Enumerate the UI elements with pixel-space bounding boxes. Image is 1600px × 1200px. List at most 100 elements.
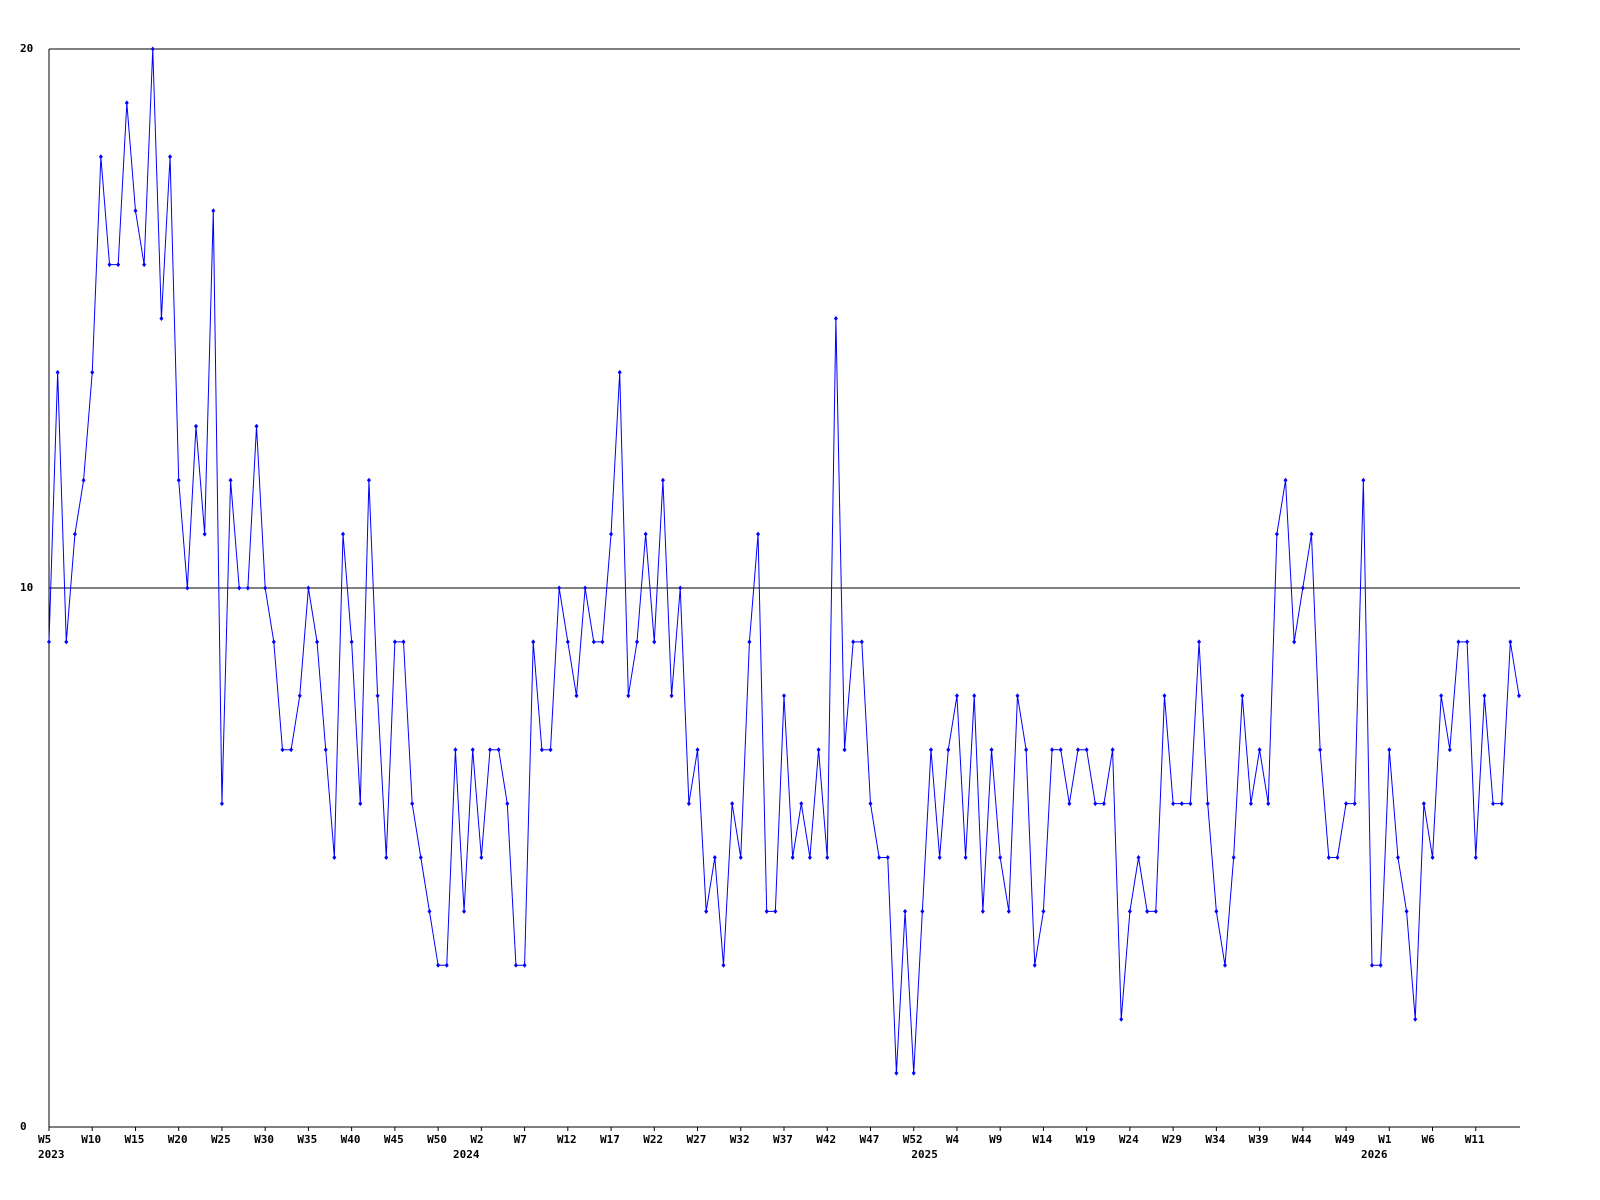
data-point — [470, 747, 475, 753]
data-point — [747, 639, 752, 645]
x-tick-label: W35 — [297, 1133, 317, 1146]
data-point — [548, 747, 553, 753]
data-point — [1309, 531, 1314, 537]
data-point — [306, 585, 311, 591]
data-point — [721, 962, 726, 968]
data-point — [202, 531, 207, 537]
data-point — [323, 747, 328, 753]
data-point — [885, 855, 890, 860]
data-point — [859, 639, 864, 645]
data-point — [652, 639, 657, 645]
data-point — [1145, 908, 1150, 914]
data-point — [1223, 962, 1227, 968]
data-point — [1248, 801, 1253, 807]
data-point — [444, 962, 449, 968]
year-label: 2023 — [38, 1148, 65, 1161]
year-label: 2026 — [1361, 1148, 1388, 1161]
data-point — [868, 801, 873, 807]
x-tick-label: W40 — [341, 1133, 361, 1146]
data-point — [1110, 747, 1115, 753]
data-point — [1517, 693, 1521, 699]
data-point — [1491, 801, 1496, 807]
data-point — [1465, 639, 1470, 645]
data-point — [1499, 801, 1504, 807]
data-point — [929, 747, 933, 753]
data-point — [643, 531, 648, 537]
data-point — [522, 962, 527, 968]
x-tick-label: W12 — [557, 1133, 577, 1146]
data-point — [591, 639, 596, 645]
data-point — [1197, 639, 1202, 645]
data-point — [1266, 801, 1271, 807]
data-point — [1361, 477, 1366, 483]
data-point — [462, 908, 467, 914]
data-point — [557, 585, 562, 591]
data-point — [1050, 747, 1055, 753]
data-point — [90, 369, 95, 375]
data-point — [704, 908, 709, 914]
x-tick-label: W24 — [1119, 1133, 1139, 1146]
data-point — [1387, 747, 1392, 753]
data-point — [669, 693, 674, 699]
y-tick-label: 0 — [20, 1120, 27, 1133]
data-point — [539, 747, 544, 753]
data-point — [513, 962, 518, 968]
data-point — [1482, 693, 1487, 699]
data-point — [1395, 855, 1400, 860]
data-point — [920, 908, 925, 914]
data-point — [712, 855, 717, 860]
data-point — [635, 639, 639, 645]
data-point — [289, 747, 294, 753]
data-point — [1179, 801, 1184, 807]
data-point — [825, 855, 830, 860]
data-point — [228, 477, 233, 483]
data-point — [695, 747, 700, 753]
data-point — [911, 1070, 916, 1076]
x-tick-label: W20 — [168, 1133, 188, 1146]
data-point — [998, 855, 1003, 860]
data-point — [1119, 1016, 1124, 1022]
data-point — [1205, 801, 1210, 807]
data-point — [358, 801, 363, 807]
data-point — [185, 585, 190, 591]
data-point — [297, 693, 302, 699]
x-tick-label: W39 — [1249, 1133, 1269, 1146]
data-point — [1456, 639, 1461, 645]
data-point — [1015, 693, 1020, 699]
data-point — [410, 801, 415, 807]
data-point — [1473, 855, 1478, 860]
x-tick-label: W6 — [1422, 1133, 1436, 1146]
data-point — [237, 585, 242, 591]
x-tick-label: W50 — [427, 1133, 447, 1146]
x-tick-label: W27 — [687, 1133, 707, 1146]
data-point — [1084, 747, 1089, 753]
data-point — [1093, 801, 1098, 807]
data-point — [150, 46, 155, 52]
data-point — [496, 747, 501, 753]
data-point — [254, 423, 259, 429]
year-label: 2025 — [911, 1148, 938, 1161]
data-point — [903, 908, 908, 914]
data-point — [1274, 531, 1279, 537]
data-point — [678, 585, 683, 591]
data-point — [565, 639, 570, 645]
data-point — [1508, 639, 1513, 645]
data-point — [1326, 855, 1331, 860]
data-point — [600, 639, 605, 645]
x-tick-label: W32 — [730, 1133, 750, 1146]
data-point — [1283, 477, 1288, 483]
data-point — [1378, 962, 1383, 968]
data-point — [842, 747, 847, 753]
data-point — [738, 855, 743, 860]
data-point — [686, 801, 691, 807]
x-tick-label: W42 — [816, 1133, 836, 1146]
data-point — [1344, 801, 1349, 807]
data-point — [1076, 747, 1080, 753]
data-point — [1006, 908, 1011, 914]
data-point — [392, 639, 397, 645]
data-point — [1413, 1016, 1418, 1022]
data-point — [341, 531, 345, 537]
data-point — [851, 639, 856, 645]
